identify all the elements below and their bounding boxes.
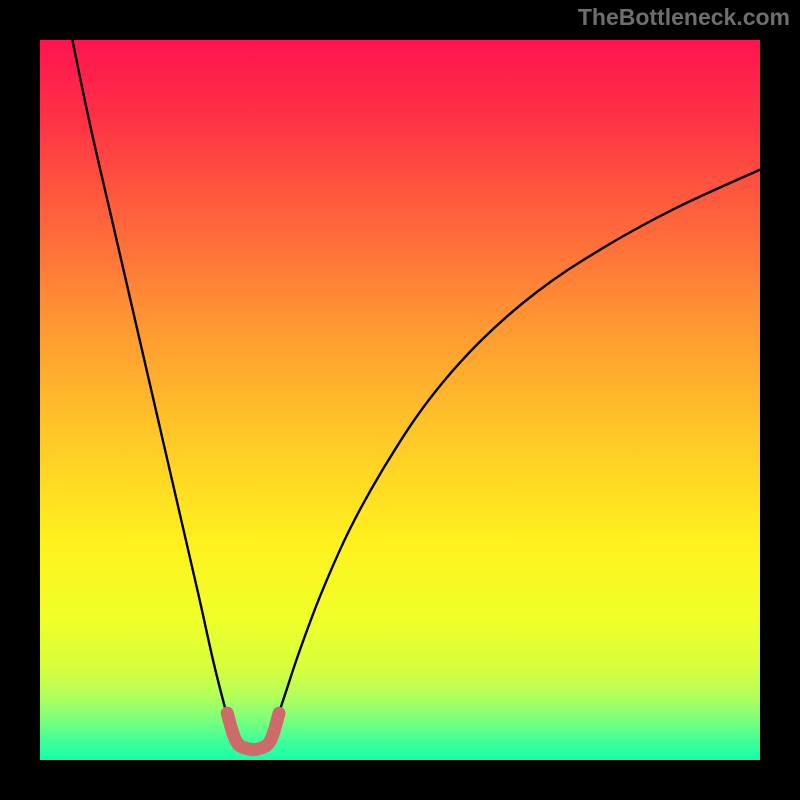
chart-container: TheBottleneck.com (0, 0, 800, 800)
bottleneck-chart (0, 0, 800, 800)
watermark-text: TheBottleneck.com (578, 4, 790, 31)
plot-gradient-background (40, 40, 760, 760)
